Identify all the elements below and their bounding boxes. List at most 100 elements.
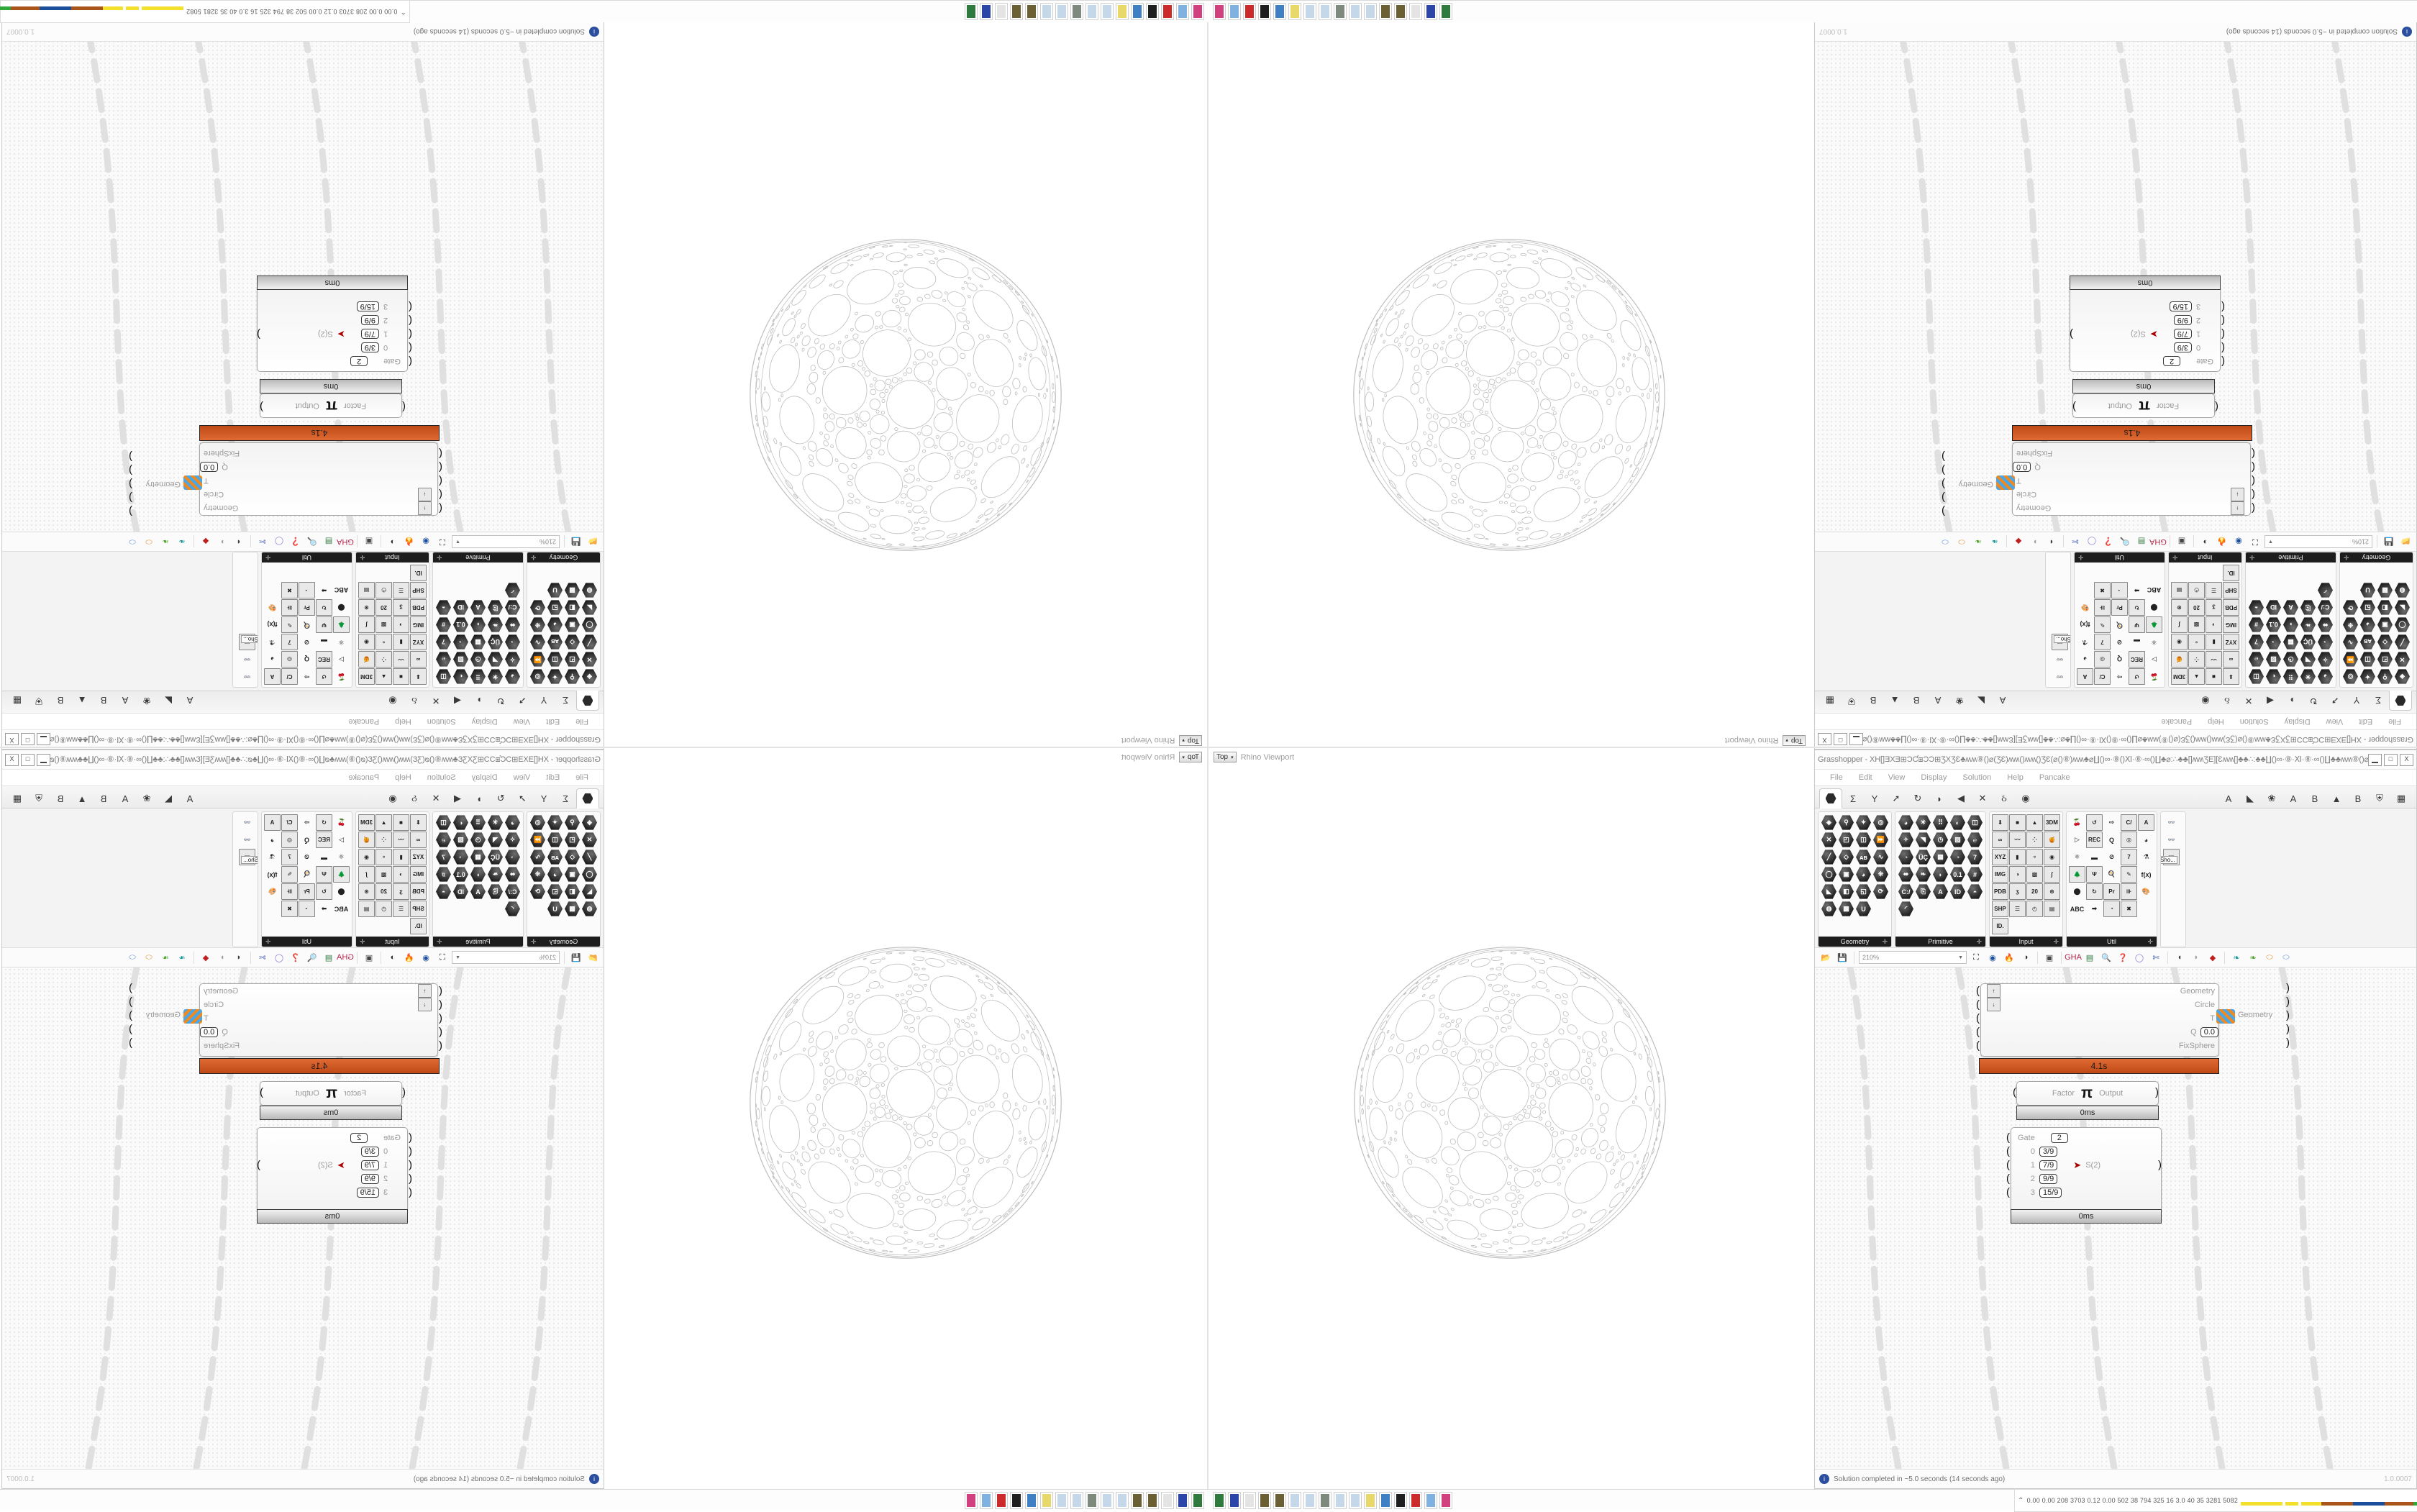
- ribbon-component-3-24[interactable]: 🎨: [2138, 883, 2154, 900]
- window-controls[interactable]: □X: [5, 754, 50, 766]
- input-port-3[interactable]: (: [434, 463, 442, 473]
- ribbon-component-1-1[interactable]: ✳: [2300, 668, 2316, 685]
- ribbon-component-3-21[interactable]: ↻: [316, 599, 332, 616]
- ribbon-component-1-1[interactable]: ✳: [487, 668, 504, 685]
- series-value-2[interactable]: 9/9: [361, 316, 379, 326]
- input-port-0[interactable]: (: [434, 504, 442, 514]
- grasshopper-window-bottom-right[interactable]: Grasshopper - XH[]ƎXƎ⊞ƆƇ⧆ƆƆ⊞ƷXƷƐ♣ʍʍ⑧()⌀(…: [1814, 750, 2417, 1489]
- ribbon-component-3-7[interactable]: Q: [2103, 832, 2120, 848]
- app-icon-magenta[interactable]: [965, 1492, 978, 1509]
- ribbon-component-0-22[interactable]: U: [547, 901, 563, 917]
- ribbon-component-3-6[interactable]: REC: [2086, 832, 2103, 848]
- series-output-port[interactable]: ): [253, 329, 260, 340]
- group-expand-icon[interactable]: ✛: [437, 938, 442, 946]
- ribbon-component-3-9[interactable]: ◕: [2077, 651, 2093, 668]
- ribbon-component-2-9[interactable]: ▮: [393, 849, 409, 865]
- menu-item-edit[interactable]: Edit: [538, 716, 568, 727]
- gem-red-icon[interactable]: ◆: [2011, 534, 2026, 549]
- ribbon-component-0-13[interactable]: ▣: [2377, 616, 2393, 633]
- ribbon-component-3-21[interactable]: ↻: [2129, 599, 2145, 616]
- ribbon-component-2-20[interactable]: SHP: [410, 901, 427, 917]
- ribbon-tab-vector-tab[interactable]: ➚: [2324, 691, 2346, 710]
- ribbon-tab-display-tab[interactable]: ◉: [382, 691, 404, 710]
- ribbon-component-1-10[interactable]: ◔: [1898, 849, 1914, 865]
- app-icon-paleblue1[interactable]: [1303, 3, 1316, 20]
- ribbon-component-3-8[interactable]: ◎: [281, 832, 298, 848]
- ribbon-component-3-5[interactable]: ▷: [2069, 832, 2085, 848]
- preview-eye-icon[interactable]: ◉: [1985, 950, 2000, 965]
- ribbon-component-3-16[interactable]: Ψ: [2129, 616, 2145, 633]
- minimize-button[interactable]: [37, 734, 50, 746]
- save-file-icon[interactable]: 💾: [1835, 950, 1849, 965]
- ribbon-tab-green-gem-tab[interactable]: ◣: [158, 691, 179, 710]
- ribbon-component-2-13[interactable]: ◑: [393, 866, 409, 883]
- ribbon-component-1-18[interactable]: 0.1: [2265, 616, 2282, 633]
- series-value-1[interactable]: 7/9: [361, 329, 379, 340]
- input-port-1[interactable]: (: [434, 490, 442, 500]
- ribbon-group-overflow[interactable]: 👓👓▤Sho...: [2045, 552, 2071, 688]
- ribbon-component-2-7[interactable]: 🍯: [2171, 651, 2188, 668]
- series-value-2[interactable]: 9/9: [2174, 316, 2192, 326]
- menu-item-pancake[interactable]: Pancake: [2153, 716, 2200, 727]
- ribbon-component-0-22[interactable]: U: [547, 582, 563, 598]
- ribbon-tab-letter-b2-tab[interactable]: B: [50, 789, 71, 808]
- ribbon-component-1-21[interactable]: ⎘: [487, 883, 504, 900]
- app-icon-grey[interactable]: [1085, 1492, 1098, 1509]
- ribbon-tab-params-tab[interactable]: [576, 788, 599, 809]
- ribbon-component-0-9[interactable]: ◇: [2377, 634, 2393, 650]
- notes-icon[interactable]: ▤: [322, 950, 336, 965]
- input-port-3[interactable]: (: [434, 1027, 442, 1037]
- ribbon-component-0-7[interactable]: ⏩: [2342, 651, 2359, 668]
- ribbon-component-1-0[interactable]: ◕: [2317, 668, 2334, 685]
- egg-orange-icon[interactable]: ⬭: [142, 950, 156, 965]
- ribbon-component-0-15[interactable]: ❊: [2342, 616, 2359, 633]
- app-icon-black[interactable]: [1146, 3, 1159, 20]
- ribbon-component-2-17[interactable]: ʒ: [393, 883, 409, 900]
- ribbon-tab-letter-b2-tab[interactable]: B: [50, 691, 71, 710]
- ribbon-tab-letter-b-tab[interactable]: B: [2304, 789, 2326, 808]
- ribbon-component-3-28[interactable]: ✖: [281, 901, 298, 917]
- ribbon-component-2-17[interactable]: ʒ: [2009, 883, 2026, 900]
- ribbon-component-2-22[interactable]: ◴: [375, 582, 392, 598]
- ribbon-component-1-13[interactable]: ◔: [452, 634, 469, 650]
- app-icon-olive2[interactable]: [1146, 1492, 1159, 1509]
- ribbon-component-3-12[interactable]: ⊘: [2103, 849, 2120, 865]
- pi-output-port[interactable]: ): [256, 1088, 263, 1098]
- ribbon-component-1-9[interactable]: ℮: [1967, 832, 1983, 848]
- ribbon-component-3-27[interactable]: ◔: [2111, 582, 2128, 598]
- leaf-green-icon[interactable]: ❧: [2246, 950, 2260, 965]
- app-icon-doc[interactable]: [995, 3, 1008, 20]
- ribbon-component-0-9[interactable]: ◇: [564, 634, 581, 650]
- flame-icon[interactable]: 🔥: [2215, 534, 2229, 549]
- app-icon-olive1[interactable]: [1131, 1492, 1144, 1509]
- ribbon-component-2-8[interactable]: XYZ: [2223, 634, 2239, 650]
- help-box-icon[interactable]: ❓: [288, 534, 303, 549]
- ribbon-component-1-6[interactable]: ◥: [487, 832, 504, 848]
- rhino-viewport-top-left[interactable]: Top▾Rhino Viewport: [606, 22, 1206, 748]
- grasshopper-window-top-right[interactable]: Grasshopper - XH[]ƎXƎ⊞ƆƇ⧆ƆƆ⊞ƷXƷƐ♣ʍʍ⑧()⌀(…: [1814, 22, 2417, 750]
- ribbon-component-2-20[interactable]: SHP: [1992, 901, 2008, 917]
- ribbon-component-2-13[interactable]: ◑: [2206, 616, 2222, 633]
- sketch-search-icon[interactable]: 🔍: [2099, 950, 2113, 965]
- app-icon-paleblue4[interactable]: [1040, 3, 1053, 20]
- ribbon-component-1-15[interactable]: ⬌: [1898, 866, 1914, 883]
- group-expand-icon[interactable]: ✛: [2344, 554, 2349, 562]
- ribbon-component-0-21[interactable]: ▩: [2377, 582, 2393, 598]
- ribbon-component-3-10[interactable]: ⚛: [2146, 634, 2162, 650]
- ribbon-component-1-17[interactable]: ◗: [470, 616, 486, 633]
- save-file-icon[interactable]: 💾: [569, 534, 583, 549]
- ribbon-component-0-9[interactable]: ◇: [1838, 849, 1854, 865]
- ribbon-component-3-1[interactable]: ↺: [316, 814, 332, 831]
- ribbon-component-0-17[interactable]: ◧: [2377, 599, 2393, 616]
- ribbon-component-1-14[interactable]: 7: [1967, 849, 1983, 865]
- ribbon-component-3-12[interactable]: ⊘: [299, 634, 315, 650]
- gha-assembly-icon[interactable]: GHA: [2151, 534, 2165, 549]
- maximize-button[interactable]: □: [21, 734, 35, 746]
- ribbon-component-2-18[interactable]: 20: [375, 599, 392, 616]
